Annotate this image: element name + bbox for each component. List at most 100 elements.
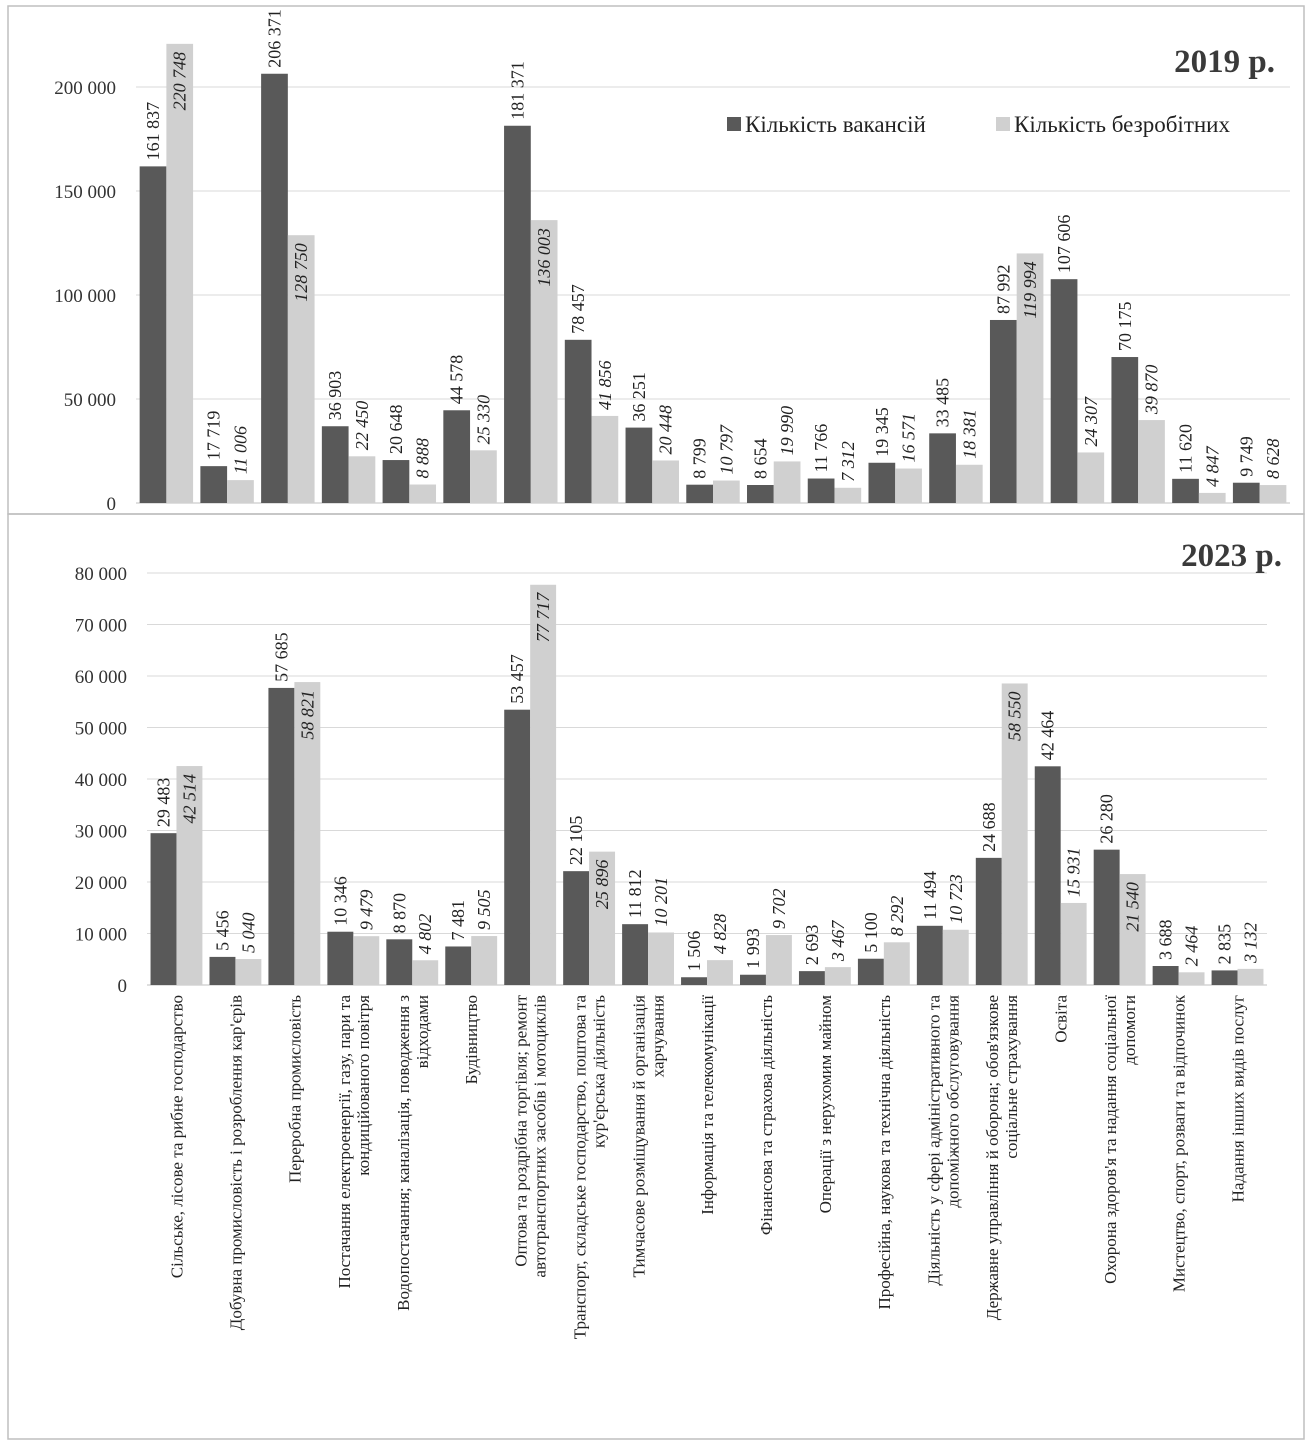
data-label-unemployed: 58 821 <box>297 690 317 740</box>
bar-vacancies <box>929 433 956 503</box>
data-label-vacancies: 3 688 <box>1156 920 1176 961</box>
data-label-vacancies: 17 719 <box>204 411 224 461</box>
bar-vacancies <box>1111 357 1139 503</box>
data-label-unemployed: 4 828 <box>710 914 730 955</box>
bar-unemployed <box>409 484 437 503</box>
bar-unemployed <box>1016 253 1044 503</box>
legend-swatch-unemployed <box>996 117 1010 131</box>
data-label-vacancies: 19 345 <box>872 407 892 457</box>
data-label-unemployed: 21 540 <box>1123 882 1143 932</box>
bar-vacancies <box>327 931 354 985</box>
data-label-unemployed: 25 896 <box>592 860 612 910</box>
data-label-vacancies: 29 483 <box>154 778 174 828</box>
bar-vacancies <box>747 484 774 503</box>
data-label-vacancies: 161 837 <box>143 102 163 161</box>
data-label-vacancies: 8 870 <box>389 893 409 934</box>
bar-unemployed <box>1259 485 1287 503</box>
data-label-unemployed: 10 201 <box>651 877 671 927</box>
bar-vacancies <box>916 925 943 985</box>
category-label: Діяльність у сфері адміністративного та <box>924 995 943 1286</box>
bar-unemployed <box>707 960 733 985</box>
bar-unemployed <box>1060 902 1087 985</box>
data-label-unemployed: 8 628 <box>1263 439 1283 480</box>
data-label-vacancies: 53 457 <box>507 654 527 704</box>
data-label-vacancies: 42 464 <box>1038 711 1058 761</box>
data-label-unemployed: 9 479 <box>356 890 376 931</box>
data-label-vacancies: 2 693 <box>802 925 822 966</box>
bar-vacancies <box>150 833 177 985</box>
bar-unemployed <box>895 468 922 503</box>
data-label-vacancies: 9 749 <box>1236 436 1256 477</box>
bar-unemployed <box>294 682 321 985</box>
bar-unemployed <box>713 480 740 503</box>
data-label-vacancies: 87 992 <box>993 264 1013 314</box>
category-label: харчування <box>649 995 668 1077</box>
data-label-unemployed: 25 330 <box>473 395 493 445</box>
y-tick-label: 10 000 <box>75 925 127 946</box>
data-label-unemployed: 39 870 <box>1142 365 1162 416</box>
bar-unemployed <box>353 936 380 985</box>
bar-unemployed <box>348 456 376 503</box>
data-label-unemployed: 15 931 <box>1064 847 1084 897</box>
bar-vacancies <box>868 462 896 503</box>
bar-vacancies <box>1093 849 1120 985</box>
bar-unemployed <box>1001 683 1028 985</box>
data-label-vacancies: 36 903 <box>325 371 345 421</box>
bar-vacancies <box>564 339 592 503</box>
y-tick-label: 200 000 <box>54 78 116 99</box>
bar-unemployed <box>765 935 792 985</box>
bar-unemployed <box>1119 874 1146 985</box>
bar-unemployed <box>166 43 194 504</box>
bar-unemployed <box>412 960 439 985</box>
category-label: допоміжного обслуговування <box>943 995 962 1208</box>
data-label-unemployed: 5 040 <box>238 913 258 954</box>
bar-vacancies <box>386 939 413 985</box>
data-label-unemployed: 42 514 <box>179 774 199 824</box>
data-label-vacancies: 107 606 <box>1054 215 1074 274</box>
data-label-vacancies: 11 812 <box>625 869 645 918</box>
bar-vacancies <box>1152 966 1179 985</box>
data-label-unemployed: 58 550 <box>1005 691 1025 741</box>
bar-unemployed <box>1198 492 1226 503</box>
data-label-unemployed: 16 571 <box>899 413 919 463</box>
data-label-vacancies: 5 456 <box>212 910 232 951</box>
data-label-unemployed: 3 467 <box>828 920 848 963</box>
category-label: Операції з нерухомим майном <box>816 995 835 1214</box>
data-label-vacancies: 44 578 <box>447 355 467 405</box>
bar-unemployed <box>942 929 969 985</box>
category-label: Інформація та телекомунікації <box>698 995 717 1215</box>
data-label-unemployed: 119 994 <box>1020 261 1040 318</box>
data-label-unemployed: 4 847 <box>1202 445 1222 487</box>
bar-unemployed <box>1138 420 1165 503</box>
legend-swatch-vacancies <box>727 117 741 131</box>
bar-unemployed <box>287 235 315 503</box>
bar-vacancies <box>740 974 766 985</box>
panel-2019: 0 50 000 100 000 150 000 200 000 161 837 220 7… <box>7 5 1305 515</box>
bar-unemployed <box>591 415 619 503</box>
data-label-unemployed: 11 006 <box>230 426 250 474</box>
bar-vacancies <box>975 857 1002 985</box>
data-label-vacancies: 10 346 <box>330 876 350 926</box>
bar-vacancies <box>798 971 825 985</box>
data-label-unemployed: 24 307 <box>1081 396 1101 447</box>
y-tick-label: 60 000 <box>75 667 127 688</box>
data-label-unemployed: 7 312 <box>838 441 858 482</box>
bar-unemployed <box>471 936 498 985</box>
category-label: Добувна промисловість і розроблення кар'… <box>226 995 245 1330</box>
bar-vacancies <box>1034 766 1061 985</box>
bar-vacancies <box>686 484 713 503</box>
bar-unemployed <box>773 461 801 503</box>
bar-unemployed <box>227 480 254 503</box>
data-label-unemployed: 77 717 <box>533 592 553 643</box>
data-label-unemployed: 3 132 <box>1240 922 1260 964</box>
y-tick-label: 100 000 <box>54 286 116 307</box>
data-label-vacancies: 8 799 <box>690 438 710 479</box>
bar-vacancies <box>209 956 236 985</box>
data-label-vacancies: 8 654 <box>750 438 770 479</box>
bar-unemployed <box>824 967 851 985</box>
data-label-vacancies: 33 485 <box>933 378 953 428</box>
category-label: допомоги <box>1120 995 1139 1065</box>
panel-border <box>7 513 1305 1440</box>
bar-vacancies <box>857 958 884 985</box>
bar-vacancies <box>321 426 349 503</box>
